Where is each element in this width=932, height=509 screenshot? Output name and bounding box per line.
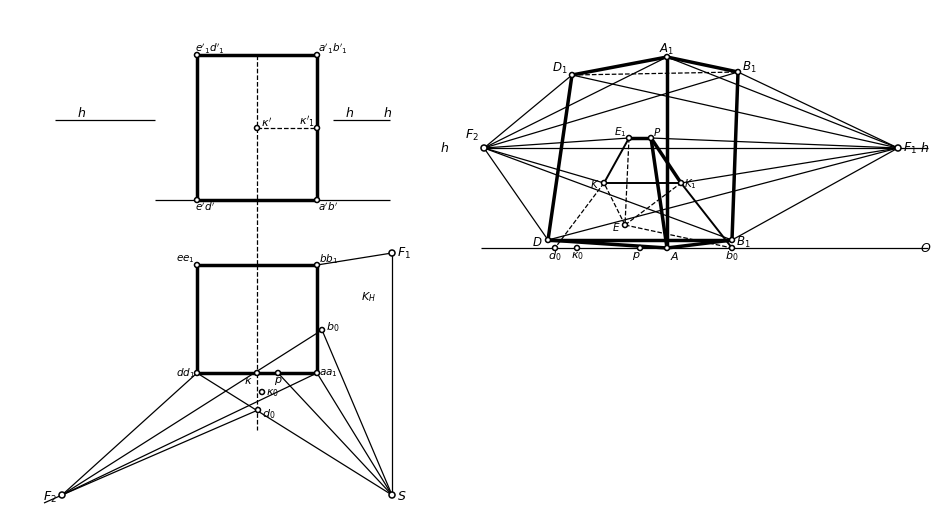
Text: $a'b'$: $a'b'$ <box>318 201 338 213</box>
Text: $F_2$: $F_2$ <box>43 490 57 504</box>
Circle shape <box>481 145 487 151</box>
Circle shape <box>665 54 669 60</box>
Text: $S$: $S$ <box>397 491 406 503</box>
Circle shape <box>389 492 395 498</box>
Text: $b_0$: $b_0$ <box>326 320 339 334</box>
Text: $h$: $h$ <box>77 106 87 120</box>
Text: $D$: $D$ <box>531 236 542 248</box>
Text: $\kappa'_1$: $\kappa'_1$ <box>299 115 315 129</box>
Circle shape <box>314 126 320 130</box>
Circle shape <box>637 245 642 250</box>
Circle shape <box>735 70 741 74</box>
Text: $bb_1$: $bb_1$ <box>319 252 338 266</box>
Text: $d_0$: $d_0$ <box>262 407 276 421</box>
Text: $O$: $O$ <box>920 241 931 254</box>
Text: $e'd'$: $e'd'$ <box>195 201 215 213</box>
Circle shape <box>730 238 734 242</box>
Text: $h$: $h$ <box>920 141 929 155</box>
Circle shape <box>623 222 627 228</box>
Text: $E$: $E$ <box>612 221 621 233</box>
Circle shape <box>314 371 320 376</box>
Circle shape <box>314 52 320 58</box>
Text: $D_1$: $D_1$ <box>553 61 568 75</box>
Circle shape <box>254 126 259 130</box>
Text: $e'_1d'_1$: $e'_1d'_1$ <box>195 42 225 56</box>
Circle shape <box>553 245 557 250</box>
Circle shape <box>276 371 281 376</box>
Text: $p$: $p$ <box>274 375 282 387</box>
Circle shape <box>254 371 259 376</box>
Text: $aa_1$: $aa_1$ <box>319 367 337 379</box>
Circle shape <box>601 181 607 185</box>
Circle shape <box>314 197 320 203</box>
Text: $F_1$: $F_1$ <box>397 245 411 261</box>
Text: $h$: $h$ <box>441 141 449 155</box>
Text: $a'_1b'_1$: $a'_1b'_1$ <box>318 42 348 56</box>
Text: $P$: $P$ <box>653 126 661 138</box>
Text: $p$: $p$ <box>632 250 640 262</box>
Circle shape <box>569 72 574 77</box>
Text: $A$: $A$ <box>670 250 679 262</box>
Circle shape <box>195 371 199 376</box>
Text: $d_0$: $d_0$ <box>548 249 562 263</box>
Circle shape <box>730 245 734 250</box>
Text: $\kappa'$: $\kappa'$ <box>261 116 272 128</box>
Circle shape <box>255 408 261 412</box>
Circle shape <box>259 389 265 394</box>
Text: $B_1$: $B_1$ <box>742 60 757 74</box>
Text: $h$: $h$ <box>383 106 392 120</box>
Text: $b_0$: $b_0$ <box>725 249 739 263</box>
Text: $A_1$: $A_1$ <box>660 41 675 56</box>
Circle shape <box>59 492 65 498</box>
Text: $\kappa_0$: $\kappa_0$ <box>266 387 279 399</box>
Text: $K_H$: $K_H$ <box>361 290 376 304</box>
Text: $dd_1$: $dd_1$ <box>176 366 195 380</box>
Text: $\kappa$: $\kappa$ <box>244 376 253 386</box>
Circle shape <box>574 245 580 250</box>
Circle shape <box>649 135 653 140</box>
Text: $E_1$: $E_1$ <box>614 125 627 139</box>
Circle shape <box>678 181 683 185</box>
Text: $ee_1$: $ee_1$ <box>176 253 195 265</box>
Circle shape <box>665 245 669 250</box>
Circle shape <box>195 52 199 58</box>
Circle shape <box>389 250 395 256</box>
Text: $h$: $h$ <box>346 106 354 120</box>
Text: $F_1$: $F_1$ <box>903 140 917 156</box>
Text: $F_2$: $F_2$ <box>465 128 479 143</box>
Circle shape <box>195 263 199 268</box>
Circle shape <box>314 263 320 268</box>
Text: $B_1$: $B_1$ <box>736 235 750 249</box>
Text: $\kappa_0$: $\kappa_0$ <box>570 250 583 262</box>
Text: $K$: $K$ <box>591 178 600 190</box>
Circle shape <box>626 135 632 140</box>
Circle shape <box>545 238 551 242</box>
Circle shape <box>320 327 324 332</box>
Circle shape <box>195 197 199 203</box>
Text: $K_1$: $K_1$ <box>684 177 697 191</box>
Circle shape <box>895 145 901 151</box>
